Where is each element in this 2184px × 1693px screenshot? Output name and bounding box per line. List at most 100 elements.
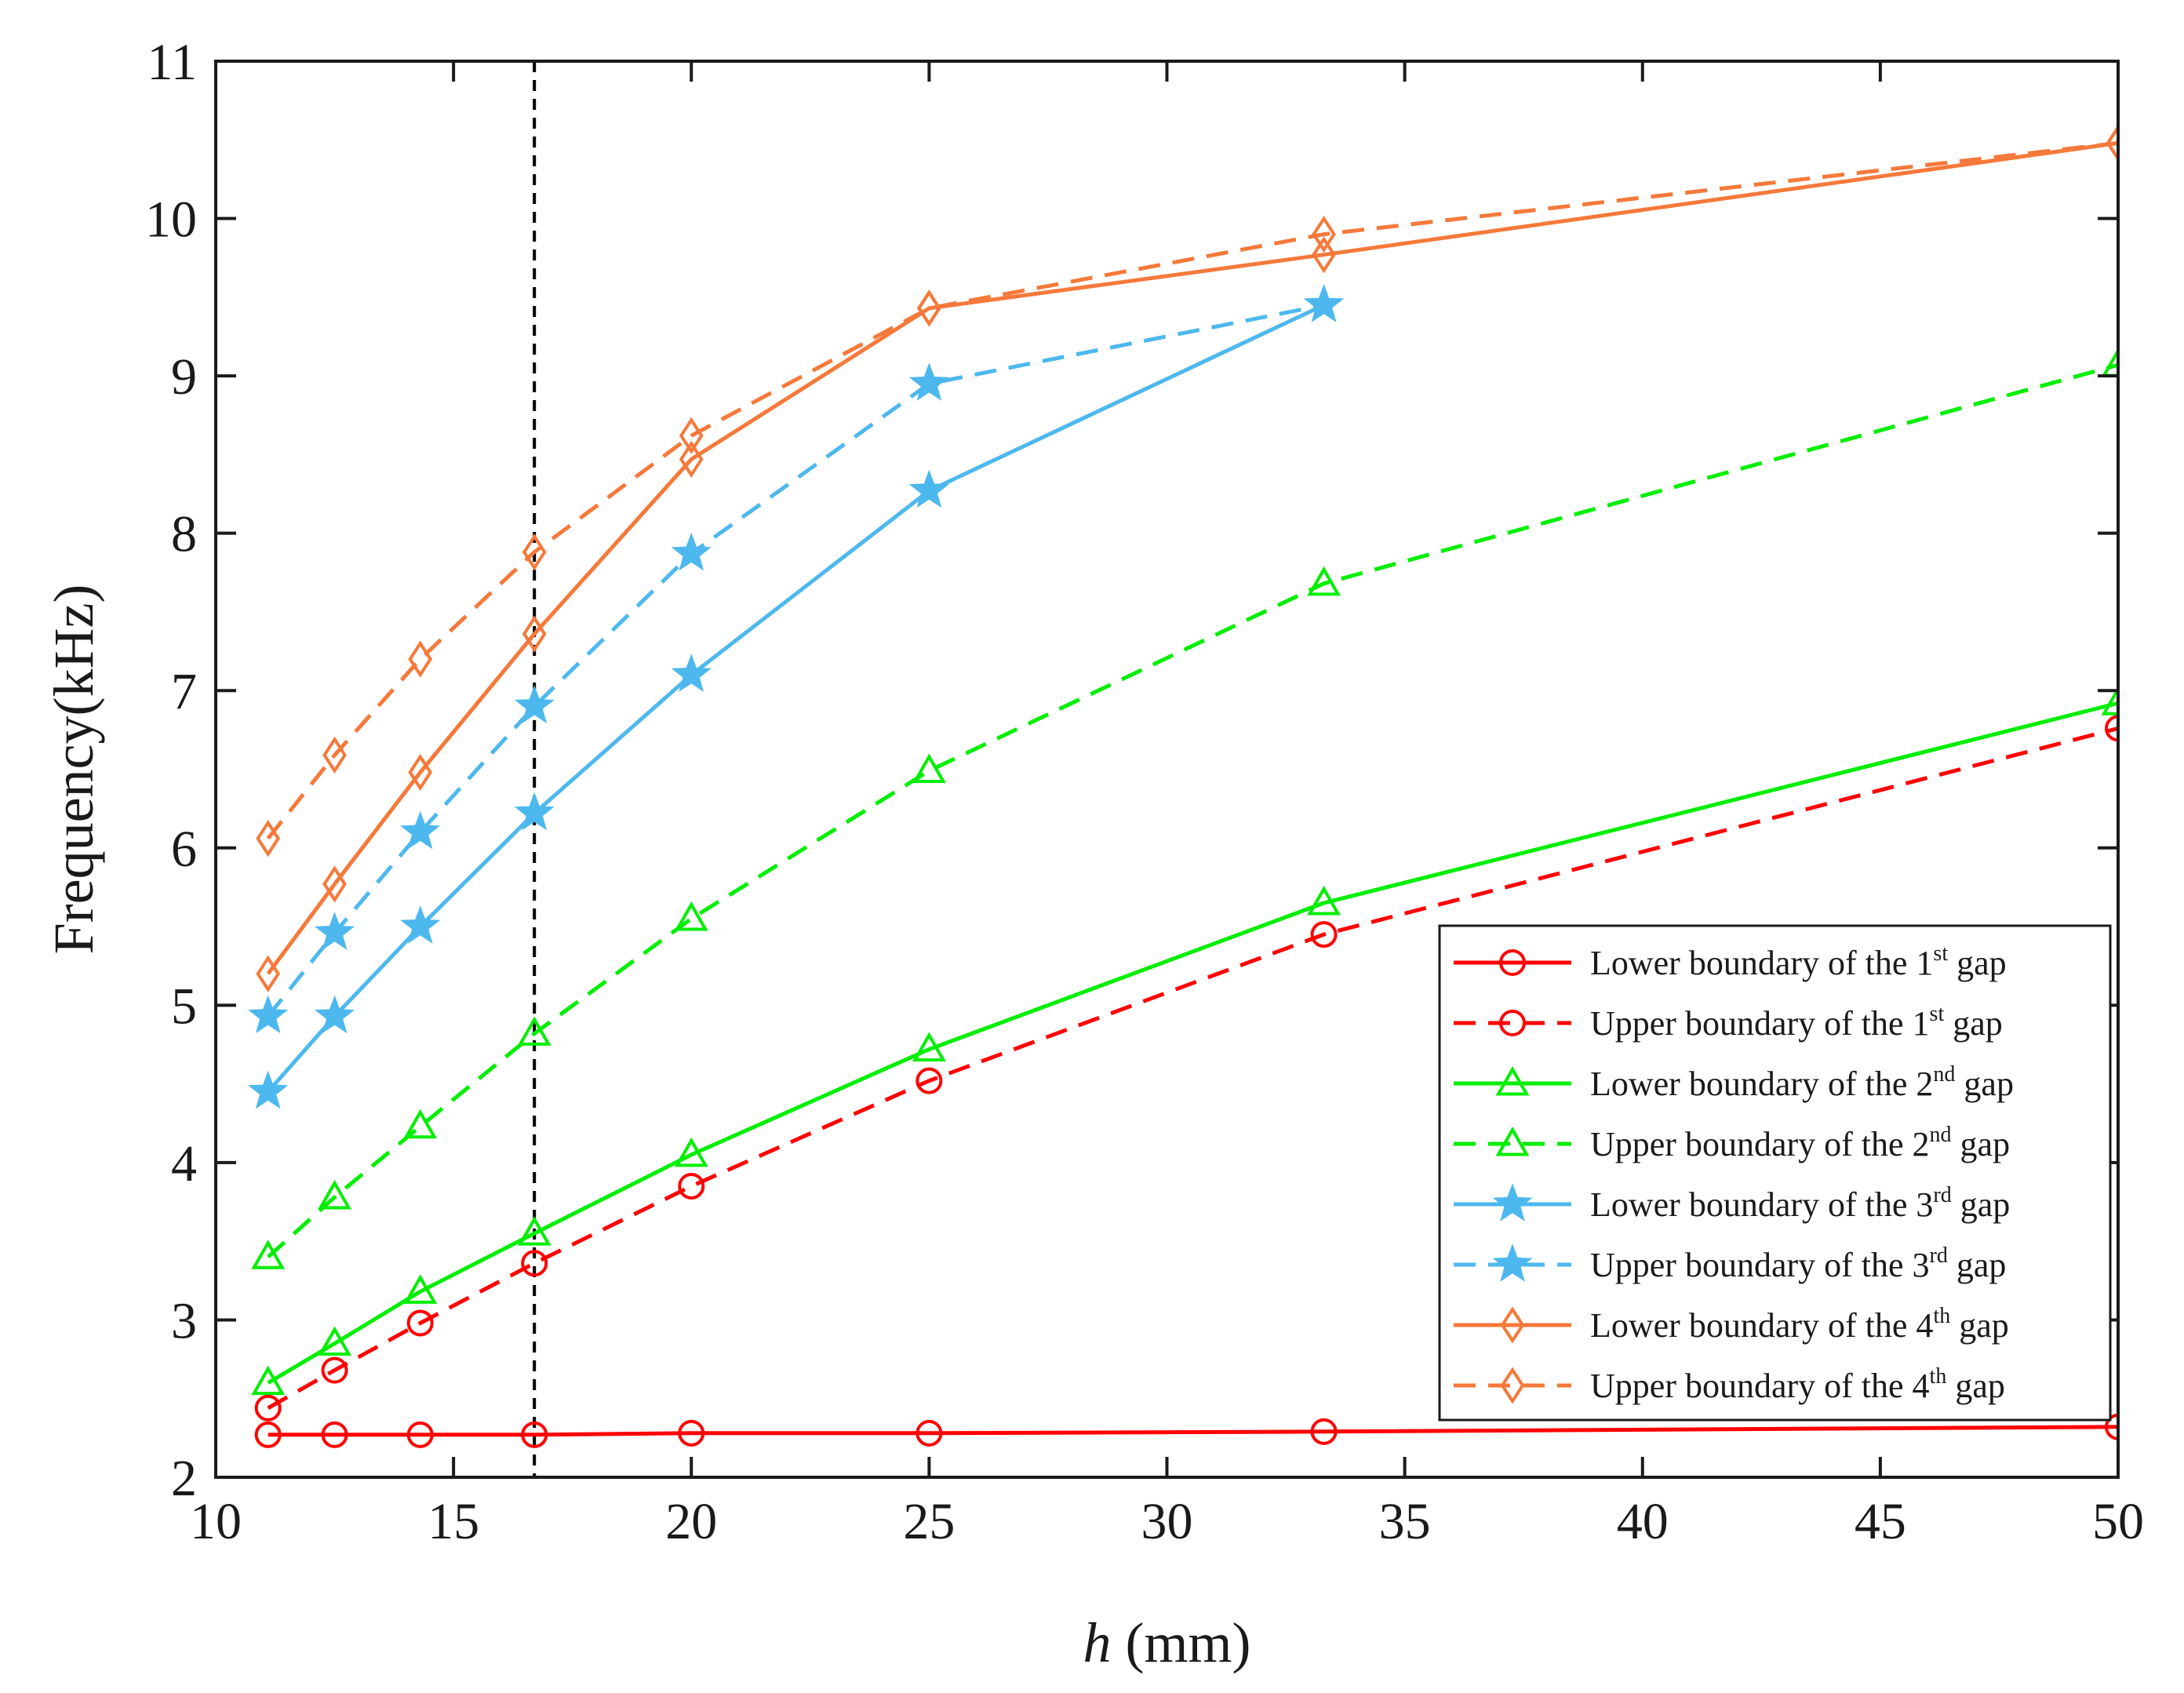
- data-point: [318, 1326, 352, 1356]
- legend-label-suffix: gap: [1955, 1065, 2014, 1103]
- data-point: [2101, 348, 2118, 377]
- legend-label: Upper boundary of the 3rd gap: [1590, 1243, 2006, 1284]
- legend-label-superscript: rd: [1933, 1183, 1951, 1207]
- y-tick-label: 6: [171, 821, 197, 878]
- data-point: [1307, 566, 1341, 596]
- data-point: [321, 1356, 348, 1384]
- series-7: [256, 124, 2118, 992]
- series-line: [267, 726, 2118, 1410]
- series-line: [267, 701, 2118, 1385]
- data-point: [400, 905, 441, 944]
- legend-label-suffix: gap: [1950, 1306, 2009, 1345]
- legend-label: Lower boundary of the 1st gap: [1590, 941, 2007, 982]
- legend-label-superscript: rd: [1930, 1243, 1948, 1268]
- plot-area: [248, 61, 2118, 1477]
- data-point: [403, 1274, 438, 1304]
- data-point: [1303, 284, 1345, 322]
- legend-entry-7: Lower boundary of the 4th gap: [1454, 1304, 2009, 1345]
- legend-label: Lower boundary of the 2nd gap: [1590, 1062, 2014, 1103]
- x-tick-label: 15: [428, 1493, 479, 1550]
- data-point: [400, 810, 441, 850]
- data-point: [248, 995, 289, 1034]
- data-point: [1310, 921, 1338, 948]
- data-point: [1312, 236, 1336, 274]
- series-1: [254, 1413, 2118, 1448]
- x-tick-label: 20: [665, 1493, 717, 1550]
- y-tick-label: 3: [171, 1292, 197, 1349]
- data-point: [908, 362, 949, 401]
- legend-label-suffix: gap: [1952, 1125, 2011, 1163]
- data-point: [908, 469, 949, 508]
- legend-marker: [1499, 949, 1526, 976]
- data-point: [408, 753, 433, 792]
- legend-entry-3: Lower boundary of the 2nd gap: [1454, 1062, 2014, 1103]
- y-tick-label: 2: [171, 1450, 197, 1507]
- x-tick-label: 10: [190, 1493, 242, 1550]
- data-point: [314, 995, 355, 1034]
- x-tick-label: 25: [903, 1493, 955, 1550]
- series-line: [268, 1425, 2118, 1437]
- data-point: [256, 955, 281, 992]
- data-point: [2101, 686, 2118, 715]
- data-point: [674, 1137, 708, 1167]
- legend-label-text: Lower boundary of the 2: [1590, 1065, 1933, 1103]
- data-point: [671, 532, 712, 571]
- data-point: [1310, 1418, 1338, 1445]
- data-point: [322, 865, 347, 903]
- x-tick-label: 30: [1141, 1493, 1193, 1550]
- data-point: [679, 440, 704, 479]
- data-point: [256, 820, 281, 857]
- series-line: [266, 140, 2118, 975]
- legend-label-suffix: gap: [1944, 1004, 2003, 1043]
- legend-label-superscript: th: [1930, 1364, 1947, 1389]
- legend-label-text: Lower boundary of the 4: [1590, 1306, 1933, 1345]
- data-point: [522, 615, 547, 653]
- series-line: [267, 362, 2118, 1259]
- x-tick-label: 35: [1379, 1493, 1431, 1550]
- y-tick-label: 10: [145, 191, 197, 249]
- series-5: [248, 284, 1345, 1109]
- legend-label-superscript: th: [1933, 1304, 1950, 1328]
- data-point: [408, 640, 433, 678]
- data-point: [679, 417, 704, 454]
- data-point: [2105, 1413, 2118, 1440]
- legend-label-text: Lower boundary of the 1: [1590, 944, 1933, 982]
- data-point: [248, 1070, 289, 1109]
- legend-label-suffix: gap: [1948, 1246, 2007, 1284]
- legend-label: Lower boundary of the 3rd gap: [1590, 1183, 2010, 1224]
- x-tick-label: 40: [1617, 1493, 1669, 1550]
- data-point: [678, 1419, 705, 1447]
- y-tick-label: 5: [171, 978, 197, 1035]
- data-point: [314, 912, 355, 950]
- legend-entry-6: Upper boundary of the 3rd gap: [1454, 1243, 2006, 1284]
- legend-marker: [1492, 1183, 1533, 1222]
- x-axis-variable: h: [1083, 1611, 1112, 1674]
- x-axis-title: h (mm): [1083, 1611, 1251, 1674]
- legend-label-text: Upper boundary of the 1: [1590, 1004, 1930, 1043]
- data-point: [2106, 124, 2118, 162]
- series-line: [266, 140, 2118, 840]
- legend-label: Upper boundary of the 4th gap: [1590, 1364, 2005, 1405]
- y-tick-label: 4: [171, 1135, 197, 1192]
- y-tick-label: 7: [171, 663, 197, 720]
- data-point: [912, 1032, 946, 1061]
- legend-box: [1438, 924, 2112, 1422]
- data-point: [517, 1016, 551, 1046]
- series-2: [254, 715, 2118, 1422]
- data-point: [674, 901, 708, 931]
- data-point: [678, 1172, 705, 1200]
- legend-label-superscript: nd: [1930, 1123, 1952, 1147]
- data-point: [406, 1421, 434, 1448]
- legend-label-superscript: st: [1933, 941, 1948, 966]
- series-3: [251, 686, 2118, 1396]
- legend-marker: [1495, 1065, 1530, 1096]
- legend-label-text: Lower boundary of the 3: [1590, 1185, 1933, 1224]
- y-axis-title: Frequency(kHz): [42, 584, 105, 955]
- data-point: [2105, 715, 2118, 742]
- data-point: [254, 1394, 282, 1422]
- y-tick-label: 11: [147, 34, 197, 91]
- legend-label: Lower boundary of the 4th gap: [1590, 1304, 2009, 1345]
